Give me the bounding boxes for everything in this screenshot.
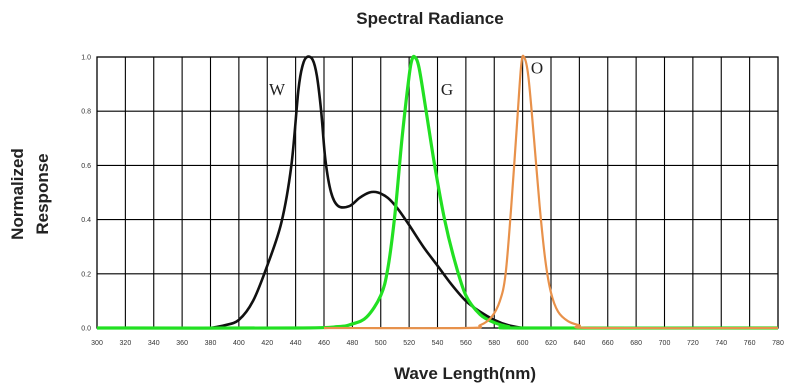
y-axis-label-line2: Response	[33, 153, 52, 234]
series-label-o: O	[531, 58, 543, 77]
x-tick-label: 380	[205, 340, 217, 347]
series-line-w	[210, 55, 523, 330]
x-tick-label: 540	[432, 340, 444, 347]
series-label-g: G	[441, 80, 453, 99]
x-tick-label: 780	[772, 340, 784, 347]
y-tick-label: 0.6	[81, 163, 91, 170]
x-tick-label: 700	[659, 340, 671, 347]
x-tick-label: 720	[687, 340, 699, 347]
y-tick-label: 0.4	[81, 217, 91, 224]
x-tick-label: 400	[233, 340, 245, 347]
x-tick-label: 680	[630, 340, 642, 347]
x-tick-label: 480	[347, 340, 359, 347]
x-tick-label: 620	[545, 340, 557, 347]
series-labels: W G O	[269, 58, 543, 99]
y-tick-label: 0.8	[81, 109, 91, 116]
x-tick-label: 320	[120, 340, 132, 347]
series-label-w: W	[269, 80, 286, 99]
x-tick-label: 560	[460, 340, 472, 347]
x-tick-label: 660	[602, 340, 614, 347]
x-tick-label: 500	[375, 340, 387, 347]
series-line-g	[96, 54, 779, 330]
tick-labels: 300 320 340 360 380 400 420 440 460 480 500 520 540 5…	[81, 55, 784, 348]
x-tick-label: 760	[744, 340, 756, 347]
series-lines	[96, 54, 779, 330]
y-axis-label-line1: Normalized	[8, 148, 27, 240]
x-tick-label: 580	[488, 340, 500, 347]
y-tick-label: 1.0	[81, 55, 91, 62]
y-tick-label: 0.2	[81, 271, 91, 278]
y-tick-label: 0.0	[81, 326, 91, 333]
x-tick-label: 340	[148, 340, 160, 347]
x-tick-label: 420	[261, 340, 273, 347]
grid	[96, 56, 779, 329]
x-tick-label: 520	[403, 340, 415, 347]
x-tick-label: 600	[517, 340, 529, 347]
x-axis-label: Wave Length(nm)	[394, 364, 536, 383]
x-tick-label: 740	[715, 340, 727, 347]
series-line-o	[323, 54, 779, 330]
x-tick-label: 300	[91, 340, 103, 347]
chart-title: Spectral Radiance	[356, 9, 503, 28]
x-tick-label: 460	[318, 340, 330, 347]
x-tick-label: 360	[176, 340, 188, 347]
x-tick-label: 640	[574, 340, 586, 347]
x-tick-label: 440	[290, 340, 302, 347]
